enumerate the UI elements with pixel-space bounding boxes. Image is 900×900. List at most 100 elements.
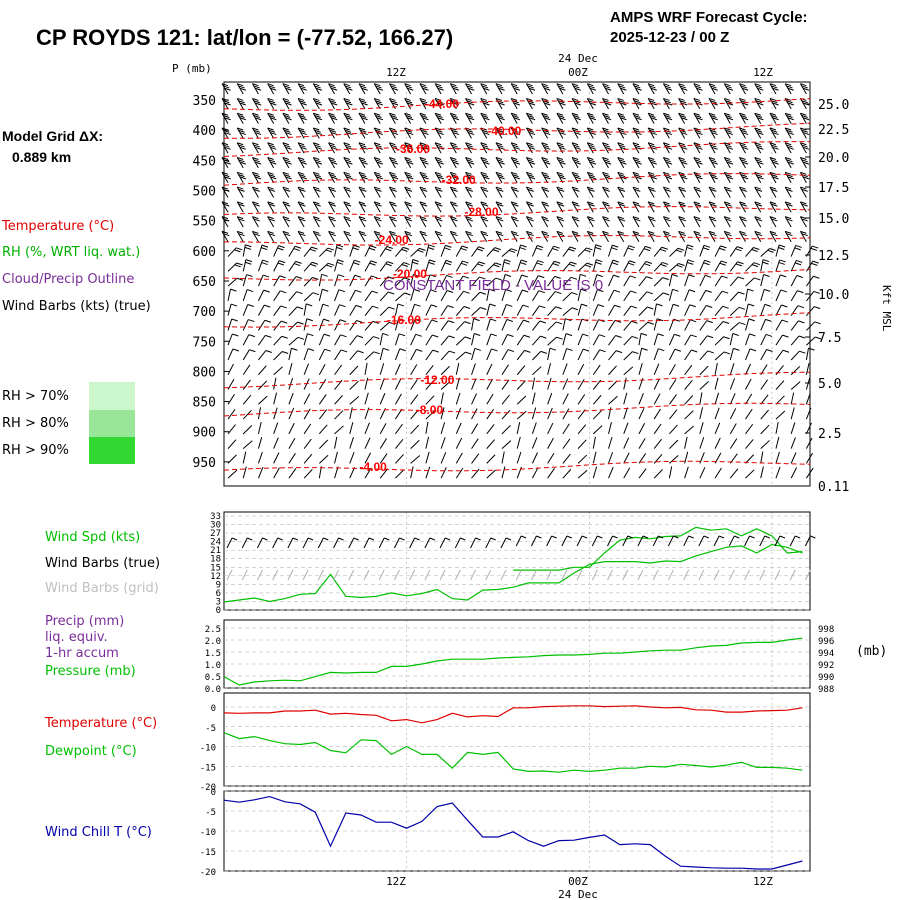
wind-barb-flag xyxy=(374,201,381,205)
wind-barb-flag xyxy=(343,142,350,146)
wind-barb xyxy=(775,395,785,405)
wind-barb-flag xyxy=(597,289,604,293)
wind-barb-flag xyxy=(282,142,290,146)
wind-barb-flag xyxy=(800,83,807,87)
wind-barb-flag xyxy=(554,260,561,264)
wind-barb-flag xyxy=(605,146,612,150)
panel-wind-barb-flag xyxy=(399,537,405,541)
wind-barb-flag xyxy=(599,349,606,353)
temperature-contour xyxy=(223,402,811,417)
wind-barb-flag xyxy=(277,262,285,266)
panel-wind-barb xyxy=(561,535,568,547)
wind-barb-flag xyxy=(508,249,516,253)
wind-barb xyxy=(440,350,450,361)
wind-barb-flag xyxy=(629,275,637,279)
temp-tick: -10 xyxy=(200,744,216,754)
wind-barb xyxy=(455,321,465,331)
wind-barb xyxy=(547,336,557,346)
wind-barb-flag xyxy=(696,161,703,165)
wind-barb-flag xyxy=(389,171,396,175)
wind-barb-flag xyxy=(268,233,276,237)
wind-barb xyxy=(227,333,233,346)
wind-barb xyxy=(227,348,234,361)
wind-barb-flag xyxy=(711,117,718,121)
wind-barb-flag xyxy=(588,188,595,192)
wind-barb-flag xyxy=(541,201,548,205)
wind-barb-flag xyxy=(375,115,382,118)
wind-barb-flag xyxy=(483,132,490,136)
panel-wind-barb xyxy=(302,537,309,549)
wind-barb xyxy=(273,320,282,331)
wind-barb xyxy=(227,454,237,464)
wind-barb xyxy=(267,216,275,228)
wind-barb xyxy=(760,259,764,272)
wind-barb-flag xyxy=(336,261,344,265)
wind-barb-flag xyxy=(605,117,612,121)
legend-barbs-true: Wind Barbs (true) xyxy=(45,556,160,571)
wind-barb xyxy=(288,407,295,420)
wind-barb-flag xyxy=(252,127,259,131)
wind-barb-flag xyxy=(581,303,588,307)
wind-barb-flag xyxy=(568,263,576,267)
wind-barb xyxy=(312,186,320,198)
wind-barb-flag xyxy=(629,260,636,264)
wind-barb-flag xyxy=(650,176,657,180)
wind-barb-flag xyxy=(297,157,305,161)
wind-barb xyxy=(531,407,537,420)
wind-barb-flag xyxy=(310,263,317,267)
wind-barb xyxy=(288,392,294,405)
wind-barb-flag xyxy=(708,97,716,101)
wind-barb-flag xyxy=(300,87,307,91)
wind-barb-flag xyxy=(358,216,366,220)
wind-barb-flag xyxy=(375,100,382,104)
wind-barb-flag xyxy=(542,174,550,178)
wind-barb xyxy=(334,259,339,272)
wind-barb xyxy=(252,201,259,213)
temperature-contour xyxy=(224,122,811,139)
wind-barb-flag xyxy=(765,333,773,337)
panel-wind-barb xyxy=(393,537,400,549)
wind-barb xyxy=(288,377,294,390)
wind-barb-flag xyxy=(726,87,734,91)
wind-barb-flag xyxy=(511,230,518,234)
wind-barb xyxy=(273,366,283,376)
wind-barb xyxy=(586,216,594,228)
wind-barb xyxy=(754,186,762,198)
wind-barb-flag xyxy=(468,117,475,121)
wind-barb-flag xyxy=(404,171,411,175)
wind-barb-flag xyxy=(782,349,790,353)
wind-barb-flag xyxy=(447,320,455,324)
panel-grid-barb xyxy=(424,569,431,581)
wind-barb xyxy=(729,423,737,435)
wind-barb-flag xyxy=(613,289,621,293)
wind-barb-flag xyxy=(465,83,472,87)
wind-barb-flag xyxy=(280,305,287,309)
wind-barb-flag xyxy=(814,321,821,325)
wind-barb xyxy=(334,436,338,449)
pressure-tick: 992 xyxy=(818,661,834,671)
wind-barb-flag xyxy=(558,100,565,104)
wind-barb xyxy=(364,362,368,375)
wind-barb-flag xyxy=(474,347,481,351)
wind-barb-flag xyxy=(711,87,718,91)
wind-barb-flag xyxy=(371,275,378,279)
wind-barb-flag xyxy=(570,276,578,280)
wind-barb-flag xyxy=(634,159,641,163)
wind-barb-flag xyxy=(724,201,731,205)
wind-speed-line-upper xyxy=(513,526,803,571)
wind-barb xyxy=(257,422,262,434)
wind-tick: 9 xyxy=(216,580,221,590)
wind-barb-flag xyxy=(344,159,352,163)
wind-barb-flag xyxy=(495,201,503,205)
wind-barb xyxy=(577,289,582,301)
wind-barb xyxy=(608,395,618,405)
wind-barb-flag xyxy=(405,174,413,178)
wind-barb-flag xyxy=(778,247,785,250)
wind-barb xyxy=(334,451,338,464)
wind-barb-flag xyxy=(645,245,652,249)
wind-barb xyxy=(684,259,689,272)
wind-barb-flag xyxy=(252,157,259,161)
wind-barb-flag xyxy=(541,97,548,101)
wind-barb-flag xyxy=(696,146,703,150)
wind-barb-flag xyxy=(361,176,368,180)
